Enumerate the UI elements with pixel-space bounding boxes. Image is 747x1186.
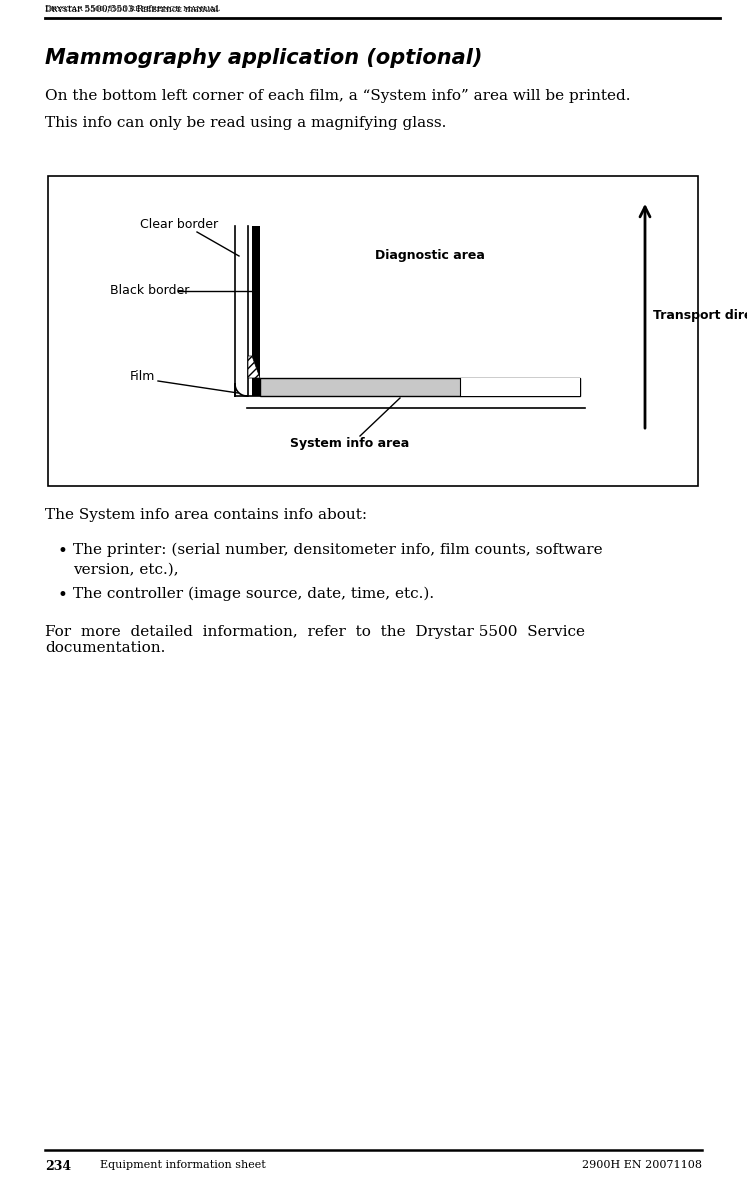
Text: On the bottom left corner of each film, a “System info” area will be printed.: On the bottom left corner of each film, … — [45, 89, 630, 103]
Text: Dʀʏstar 5500/5503 Rᴇfᴇrᴇncᴇ manual: Dʀʏstar 5500/5503 Rᴇfᴇrᴇncᴇ manual — [45, 5, 219, 13]
Text: Mammography application (optional): Mammography application (optional) — [45, 47, 483, 68]
Text: This info can only be read using a magnifying glass.: This info can only be read using a magni… — [45, 116, 447, 130]
Text: version, etc.),: version, etc.), — [73, 563, 179, 578]
Text: Clear border: Clear border — [140, 218, 218, 231]
Text: The printer: (serial number, densitometer info, film counts, software: The printer: (serial number, densitomete… — [73, 543, 603, 557]
Bar — [260, 378, 580, 396]
Text: System info area: System info area — [291, 438, 409, 451]
Bar — [252, 227, 260, 396]
Text: The controller (image source, date, time, etc.).: The controller (image source, date, time… — [73, 587, 434, 601]
Text: Black border: Black border — [110, 285, 190, 298]
Text: Equipment information sheet: Equipment information sheet — [100, 1160, 266, 1171]
Bar — [460, 378, 580, 396]
Text: 234: 234 — [45, 1160, 71, 1173]
Polygon shape — [248, 356, 260, 378]
Text: 2900H EN 20071108: 2900H EN 20071108 — [582, 1160, 702, 1171]
Text: DRYSTAR 5500/5503 REFERENCE MANUAL: DRYSTAR 5500/5503 REFERENCE MANUAL — [45, 5, 220, 13]
Text: For  more  detailed  information,  refer  to  the  Drystar 5500  Service
documen: For more detailed information, refer to … — [45, 625, 585, 655]
Text: •: • — [57, 587, 67, 604]
Text: Transport direction: Transport direction — [653, 310, 747, 323]
Text: The System info area contains info about:: The System info area contains info about… — [45, 508, 367, 522]
Text: Film: Film — [130, 370, 155, 383]
Text: •: • — [57, 543, 67, 560]
Text: Diagnostic area: Diagnostic area — [375, 249, 485, 262]
Bar — [48, 176, 698, 486]
